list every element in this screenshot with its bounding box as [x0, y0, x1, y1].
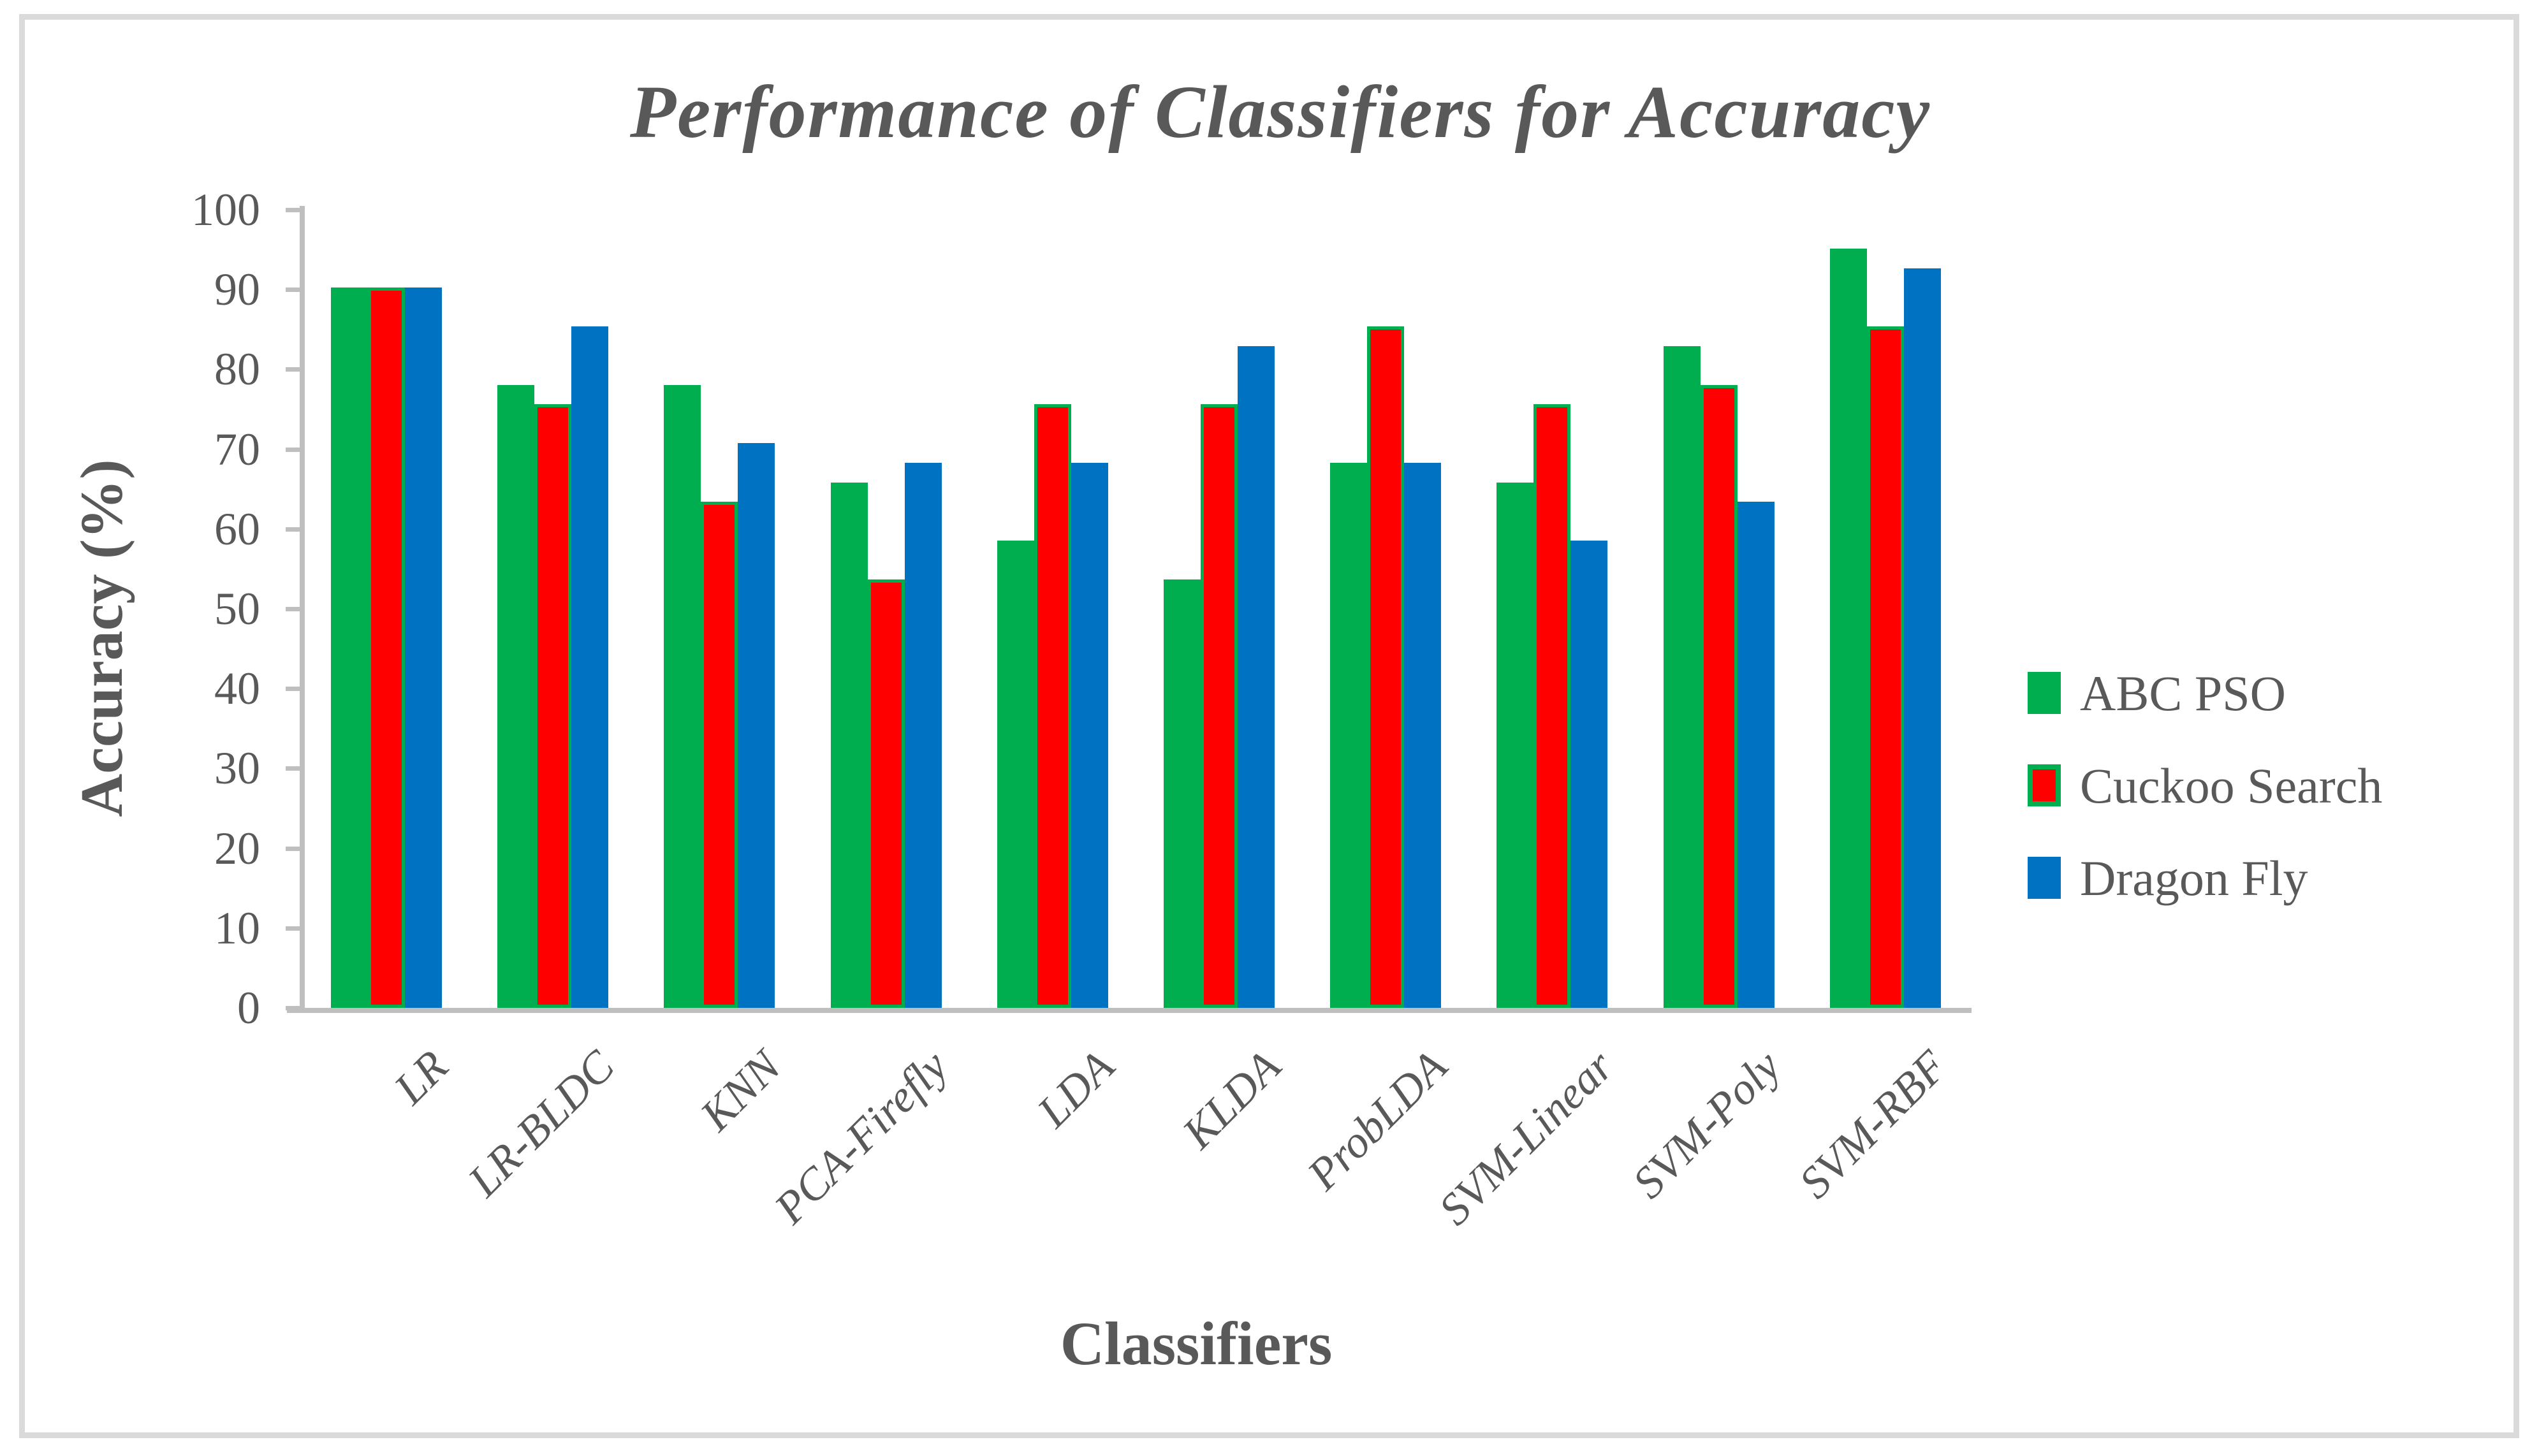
bar-cuckoo-search-svm-rbf — [1866, 326, 1904, 1008]
bar-abc-pso-problda — [1330, 463, 1368, 1008]
bar-abc-pso-lr — [331, 288, 368, 1008]
chart-title: Performance of Classifiers for Accuracy — [629, 70, 1931, 154]
y-tick-70 — [286, 447, 305, 452]
bar-dragon-fly-knn — [738, 443, 775, 1008]
bar-cuckoo-search-pca-firefly — [867, 579, 905, 1008]
bar-abc-pso-svm-rbf — [1829, 249, 1867, 1008]
bar-dragon-fly-lda — [1071, 463, 1108, 1008]
bar-cuckoo-search-knn — [701, 502, 738, 1008]
y-tick-label-50: 50 — [214, 583, 260, 634]
bar-cuckoo-search-svm-linear — [1533, 404, 1571, 1008]
bar-dragon-fly-lr — [405, 288, 442, 1008]
bar-abc-pso-lda — [997, 541, 1034, 1008]
legend-swatch-cuckoo-search — [2028, 764, 2061, 806]
y-tick-50 — [286, 607, 305, 611]
legend-label-dragon-fly: Dragon Fly — [2080, 850, 2308, 906]
bar-dragon-fly-svm-poly — [1737, 502, 1775, 1008]
bar-abc-pso-svm-linear — [1497, 482, 1534, 1008]
y-tick-label-70: 70 — [214, 423, 260, 475]
legend-label-abc-pso: ABC PSO — [2080, 666, 2286, 721]
bar-cuckoo-search-svm-poly — [1700, 384, 1738, 1008]
y-tick-20 — [286, 846, 305, 851]
bar-abc-pso-lr-bldc — [497, 384, 535, 1008]
legend-swatch-abc-pso — [2028, 672, 2061, 714]
bar-cuckoo-search-problda — [1367, 326, 1405, 1008]
y-tick-label-80: 80 — [214, 344, 260, 395]
y-tick-0 — [286, 1006, 305, 1010]
y-tick-label-0: 0 — [237, 982, 260, 1033]
y-tick-label-100: 100 — [191, 184, 260, 235]
bar-dragon-fly-problda — [1404, 463, 1442, 1008]
y-tick-100 — [286, 208, 305, 212]
y-tick-30 — [286, 766, 305, 771]
y-tick-10 — [286, 926, 305, 931]
y-tick-label-10: 10 — [214, 902, 260, 954]
y-tick-label-30: 30 — [214, 743, 260, 794]
bar-abc-pso-svm-poly — [1663, 346, 1701, 1008]
legend-swatch-dragon-fly — [2028, 857, 2061, 899]
y-tick-80 — [286, 367, 305, 372]
x-axis-line — [287, 1008, 1972, 1013]
y-tick-label-20: 20 — [214, 822, 260, 874]
bar-cuckoo-search-lr — [368, 288, 405, 1008]
bar-dragon-fly-lr-bldc — [571, 326, 609, 1008]
bar-dragon-fly-svm-rbf — [1903, 268, 1941, 1008]
y-tick-label-60: 60 — [214, 503, 260, 555]
bar-cuckoo-search-klda — [1201, 404, 1238, 1008]
bar-dragon-fly-svm-linear — [1570, 541, 1608, 1008]
bar-abc-pso-knn — [664, 384, 701, 1008]
y-tick-label-40: 40 — [214, 663, 260, 715]
x-axis-title: Classifiers — [1060, 1309, 1333, 1378]
bar-cuckoo-search-lda — [1034, 404, 1071, 1008]
bar-abc-pso-klda — [1164, 579, 1201, 1008]
y-tick-60 — [286, 527, 305, 532]
chart-border-frame — [19, 14, 2519, 1438]
y-tick-90 — [286, 288, 305, 293]
y-tick-label-90: 90 — [214, 264, 260, 316]
legend-label-cuckoo-search: Cuckoo Search — [2080, 758, 2383, 813]
y-tick-40 — [286, 687, 305, 692]
bar-dragon-fly-klda — [1238, 346, 1275, 1008]
bar-cuckoo-search-lr-bldc — [534, 404, 572, 1008]
bar-abc-pso-pca-firefly — [830, 482, 868, 1008]
bar-dragon-fly-pca-firefly — [904, 463, 942, 1008]
